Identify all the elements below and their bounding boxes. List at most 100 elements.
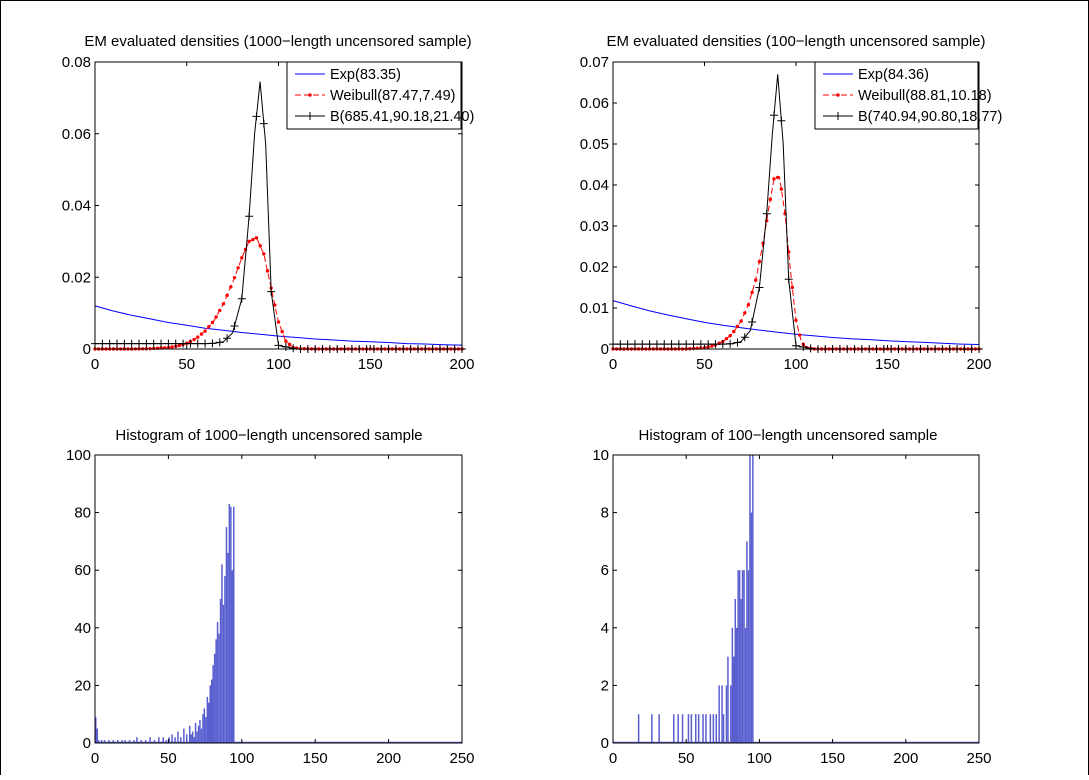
y-tick-label: 8 xyxy=(601,505,609,522)
x-tick-label: 150 xyxy=(875,356,900,373)
x-tick-label: 0 xyxy=(609,750,617,767)
histogram-bar xyxy=(183,728,185,743)
histogram-bar xyxy=(193,737,195,743)
series-point xyxy=(616,340,625,349)
series-point xyxy=(254,236,259,240)
histogram-bar xyxy=(124,740,126,743)
y-tick-label: 0 xyxy=(83,341,91,358)
y-tick-label: 0.07 xyxy=(580,54,609,71)
series-point xyxy=(768,197,773,202)
series-point xyxy=(748,317,757,326)
series-point xyxy=(193,339,202,348)
x-tick-label: 250 xyxy=(966,750,991,767)
y-tick-label: 0.05 xyxy=(580,136,609,153)
histogram-bar xyxy=(202,714,204,743)
y-tick-label: 60 xyxy=(74,562,91,579)
histogram-bar xyxy=(744,627,747,743)
series-point xyxy=(667,340,676,349)
plot-area xyxy=(612,454,980,744)
series-point xyxy=(276,320,281,324)
series-point xyxy=(674,340,683,349)
series-point xyxy=(711,340,720,349)
histogram-bar xyxy=(658,714,660,743)
series-point xyxy=(746,303,751,307)
series-point xyxy=(237,294,246,303)
x-tick-label: 0 xyxy=(91,356,99,373)
histogram-bar xyxy=(133,740,135,743)
histogram-bar xyxy=(752,455,754,743)
chart-title: EM evaluated densities (1000−length unce… xyxy=(84,33,471,50)
series-point xyxy=(757,259,762,264)
histogram-bar xyxy=(180,737,182,743)
y-tick-label: 0 xyxy=(601,341,609,358)
histogram-bar xyxy=(136,737,138,743)
histogram-bar xyxy=(206,696,209,743)
series-point xyxy=(245,212,254,221)
y-tick-label: 20 xyxy=(74,677,91,694)
histogram-bar xyxy=(162,737,164,743)
series-point xyxy=(732,329,736,334)
y-tick-label: 0.01 xyxy=(580,300,609,317)
histogram-bar xyxy=(715,714,717,743)
series-point xyxy=(105,339,114,348)
histogram-bar xyxy=(227,552,229,743)
histogram-bar xyxy=(174,737,176,743)
series-point xyxy=(308,93,312,97)
histogram-bar xyxy=(734,599,736,743)
histogram-bar xyxy=(727,656,729,743)
y-tick-label: 100 xyxy=(66,447,91,464)
series-point xyxy=(682,340,691,349)
series-point xyxy=(192,337,196,342)
chart-title: Histogram of 1000−length uncensored samp… xyxy=(115,427,422,444)
histogram-bar xyxy=(224,576,226,743)
series-line xyxy=(94,305,463,346)
series-point xyxy=(214,315,218,319)
series-point xyxy=(113,339,122,348)
series-point xyxy=(735,324,740,329)
y-tick-label: 0.04 xyxy=(580,177,609,194)
histogram-bar xyxy=(736,627,738,743)
chart-title: EM evaluated densities (100−length uncen… xyxy=(607,33,986,50)
histogram-bar xyxy=(216,622,219,743)
series-point xyxy=(630,340,639,349)
series-point xyxy=(696,340,705,349)
histogram-bar xyxy=(705,714,707,743)
series-line xyxy=(612,300,980,345)
histogram-bar xyxy=(144,740,147,743)
series-point xyxy=(208,339,217,348)
series-point xyxy=(740,333,749,342)
histogram-bar xyxy=(737,570,739,743)
histogram-bar xyxy=(746,541,748,743)
histogram-bar xyxy=(743,570,745,743)
series-point xyxy=(739,319,743,323)
histogram-bar xyxy=(677,714,679,743)
series-point xyxy=(834,112,842,120)
histogram-bar xyxy=(200,728,203,743)
histogram-bar xyxy=(750,512,753,743)
series-point xyxy=(171,339,180,348)
series-point xyxy=(728,334,732,338)
series-point xyxy=(790,285,795,290)
series-point xyxy=(135,339,144,348)
histogram-bar xyxy=(225,527,228,743)
series-point xyxy=(230,322,239,331)
series-point xyxy=(179,339,188,348)
histogram-bar xyxy=(747,570,750,743)
y-tick-label: 10 xyxy=(592,447,609,464)
histogram-bar xyxy=(681,714,684,743)
histogram-bar xyxy=(108,740,110,743)
series-point xyxy=(262,252,266,256)
x-tick-label: 100 xyxy=(229,750,254,767)
series-point xyxy=(170,345,174,349)
histogram-bar xyxy=(140,740,142,743)
histogram-bar xyxy=(112,740,115,743)
series-point xyxy=(799,343,808,352)
series-point xyxy=(645,340,654,349)
series-point xyxy=(777,116,786,125)
series-point xyxy=(724,336,729,341)
series-point xyxy=(762,209,771,218)
panel-hist-100: Histogram of 100−length uncensored sampl… xyxy=(592,427,991,767)
series-point xyxy=(784,275,793,284)
y-tick-label: 40 xyxy=(74,620,91,637)
